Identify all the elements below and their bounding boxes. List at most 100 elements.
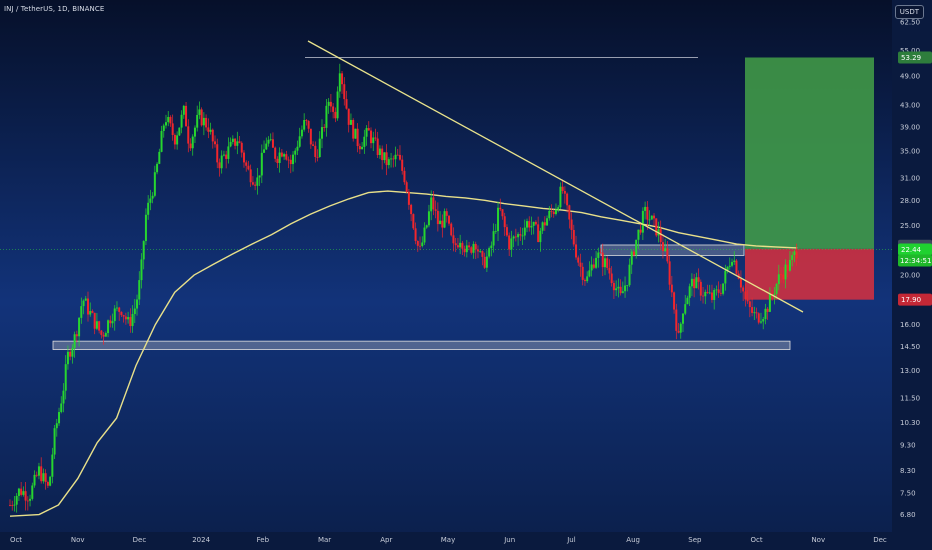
candle-body (617, 286, 620, 289)
candle-body (653, 215, 656, 219)
candle-body (218, 162, 221, 169)
candle-body (575, 244, 578, 258)
candle-body (247, 165, 250, 170)
candle-body (788, 259, 791, 271)
candle-body (24, 491, 27, 501)
candle-body (120, 311, 123, 316)
candle-body (668, 261, 671, 285)
candle-body (356, 128, 359, 147)
x-tick-label: Nov (71, 536, 85, 544)
y-tick-label: 62.50 (900, 19, 920, 27)
y-tick-label: 28.00 (900, 197, 920, 205)
candle-body (289, 159, 292, 165)
candle-body (419, 245, 422, 247)
x-tick-label: Jul (566, 536, 576, 544)
candle-body (603, 258, 606, 268)
candle-body (606, 258, 609, 268)
candle-body (127, 317, 130, 320)
candle-body (784, 264, 787, 280)
candle-body (746, 299, 749, 302)
candle-body (151, 195, 154, 199)
candle-body (276, 158, 279, 163)
candle-body (523, 227, 526, 236)
candle-body (17, 488, 20, 496)
candle-body (557, 207, 560, 210)
candle-body (791, 255, 794, 260)
candle-body (744, 291, 747, 300)
candle-body (648, 219, 651, 221)
candle-body (782, 274, 785, 280)
candle-body (688, 286, 691, 298)
price-label-text: 53.29 (901, 54, 921, 62)
candle-body (378, 148, 381, 156)
candle-body (474, 243, 477, 250)
candle-body (144, 214, 147, 242)
candle-body (269, 139, 272, 141)
candle-body (292, 154, 295, 165)
candle-body (650, 215, 653, 220)
candle-body (421, 242, 424, 247)
candle-body (566, 193, 569, 206)
candle-body (706, 291, 709, 293)
candle-body (115, 307, 118, 309)
y-tick-label: 11.50 (900, 394, 920, 402)
candle-body (370, 130, 373, 144)
candle-body (374, 137, 377, 139)
candle-body (205, 117, 208, 128)
candle-body (461, 242, 464, 249)
candle-body (95, 321, 98, 329)
candle-body (187, 126, 190, 144)
candle-body (684, 304, 687, 314)
candle-body (768, 293, 771, 312)
candle-body (454, 243, 457, 246)
y-tick-label: 20.00 (900, 272, 920, 280)
candle-body (361, 146, 364, 150)
candle-body (637, 229, 640, 240)
candle-body (84, 298, 87, 301)
support-zone (52, 340, 791, 350)
candle-body (550, 210, 553, 212)
candle-body (508, 235, 511, 250)
countdown-text: 12:34:51 (900, 257, 931, 265)
candle-body (55, 423, 58, 429)
price-label-badge (898, 293, 932, 306)
candle-body (423, 227, 426, 243)
candle-body (708, 292, 711, 294)
candle-body (22, 491, 25, 495)
candle-body (240, 142, 243, 153)
candle-body (481, 251, 484, 257)
candle-body (80, 306, 83, 318)
candle-body (236, 141, 239, 146)
candle-body (392, 158, 395, 160)
candle-body (572, 229, 575, 245)
candle-body (71, 347, 74, 357)
candle-body (780, 274, 783, 276)
candle-body (673, 292, 676, 310)
candle-body (283, 154, 286, 157)
candle-body (220, 155, 223, 169)
candle-body (294, 150, 297, 155)
candle-body (73, 334, 76, 348)
candle-body (588, 270, 591, 277)
candle-body (274, 147, 277, 159)
candle-body (267, 139, 270, 144)
currency-button[interactable]: USDT (894, 5, 924, 19)
candle-body (260, 152, 263, 176)
candle-body (742, 287, 745, 292)
y-tick-label: 43.00 (900, 102, 920, 110)
candle-body (456, 245, 459, 248)
candle-body (468, 245, 471, 248)
candle-body (327, 101, 330, 106)
candle-body (693, 278, 696, 289)
candle-body (463, 248, 466, 253)
candle-body (710, 292, 713, 300)
candle-body (425, 225, 428, 228)
candle-body (595, 257, 598, 268)
candle-body (381, 148, 384, 161)
candle-body (450, 223, 453, 236)
candle-body (659, 229, 662, 243)
candle-body (521, 235, 524, 237)
candle-body (198, 109, 201, 115)
